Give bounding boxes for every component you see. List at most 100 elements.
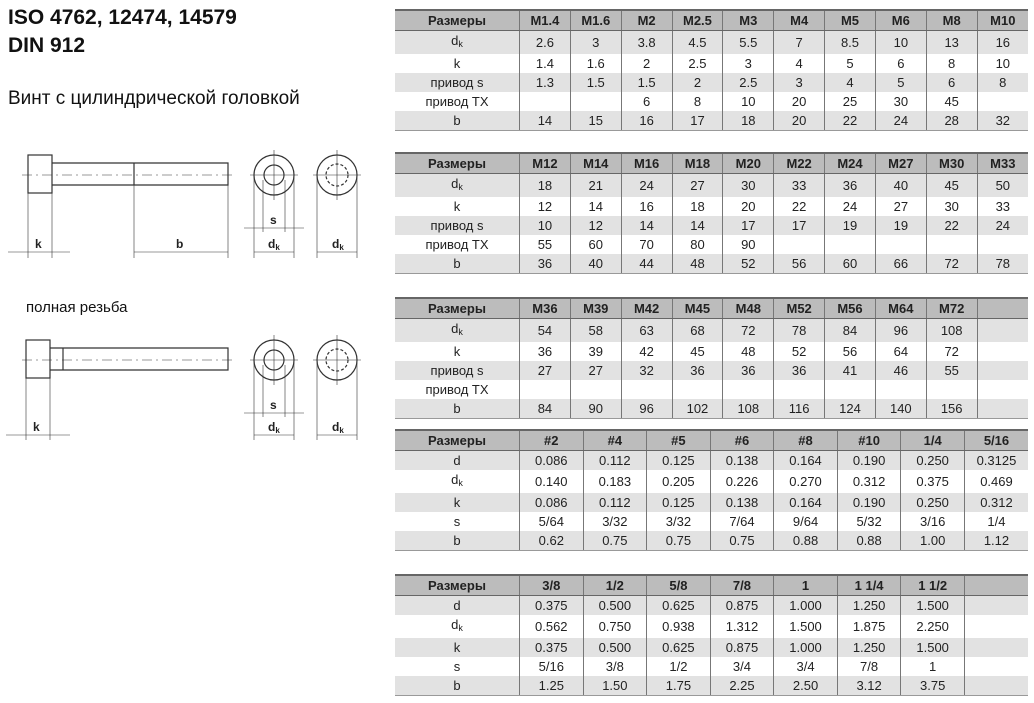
value-cell bbox=[519, 380, 571, 399]
value-cell: 19 bbox=[874, 216, 927, 235]
row-label-text: d bbox=[453, 453, 461, 468]
row-label-text: d bbox=[451, 472, 459, 487]
value-cell: 0.75 bbox=[709, 531, 774, 551]
header-cell: 1/4 bbox=[900, 429, 965, 451]
value-cell: 3 bbox=[773, 73, 825, 92]
value-cell: 32 bbox=[620, 361, 673, 380]
table-row: привод TX bbox=[395, 380, 1028, 399]
value-cell: 24 bbox=[824, 197, 876, 216]
value-cell bbox=[519, 92, 571, 111]
value-cell: 1.75 bbox=[646, 676, 711, 696]
value-cell: 63 bbox=[620, 318, 673, 342]
table-header-row: Размеры M1.4 M1.6 M2 M2.5 M3 M4 M5 M6 M8 M10 bbox=[395, 9, 1028, 31]
value-cell: 0.375 bbox=[900, 470, 965, 493]
header-cell: #10 bbox=[836, 429, 901, 451]
value-cell: 18 bbox=[519, 173, 571, 197]
header-cell: M52 bbox=[773, 297, 825, 319]
value-cell: 0.250 bbox=[900, 450, 965, 470]
header-cell bbox=[976, 297, 1028, 319]
table-row: привод s 1.3 1.5 1.5 2 2.5 3 4 5 6 8 bbox=[395, 73, 1028, 92]
value-cell: 2.5 bbox=[722, 73, 774, 92]
label-dk: dk bbox=[268, 237, 280, 252]
row-label-text: привод TX bbox=[425, 94, 489, 109]
value-cell: 3 bbox=[569, 30, 622, 54]
value-cell: 30 bbox=[925, 197, 978, 216]
value-cell: 84 bbox=[519, 399, 571, 419]
value-cell: 2.50 bbox=[773, 676, 838, 696]
value-cell: 1.875 bbox=[836, 615, 901, 638]
value-cell: 124 bbox=[824, 399, 876, 419]
header-cell: 1 bbox=[773, 574, 838, 596]
value-cell: 0.3125 bbox=[963, 450, 1028, 470]
value-cell: 14 bbox=[569, 197, 622, 216]
header-cell: 1/2 bbox=[582, 574, 647, 596]
value-cell: 9/64 bbox=[773, 512, 838, 531]
label-s: s bbox=[270, 213, 277, 227]
row-label: d bbox=[395, 450, 520, 470]
header-cell: M48 bbox=[722, 297, 774, 319]
row-label: b bbox=[395, 531, 520, 551]
value-cell: 0.75 bbox=[582, 531, 647, 551]
row-label-text: d bbox=[453, 598, 461, 613]
row-label: dk bbox=[395, 318, 520, 342]
hex-socket-end-view bbox=[244, 150, 304, 258]
value-cell: 24 bbox=[620, 173, 673, 197]
header-cell: M8 bbox=[925, 9, 978, 31]
value-cell: 1.250 bbox=[836, 595, 901, 615]
value-cell: 15 bbox=[569, 111, 622, 131]
value-cell: 50 bbox=[976, 173, 1028, 197]
dimensions-table-1: Размеры M1.4 M1.6 M2 M2.5 M3 M4 M5 M6 M8 M10 dk 2.6 3… bbox=[395, 9, 1028, 131]
value-cell: 3/4 bbox=[709, 657, 774, 676]
header-cell: M20 bbox=[722, 152, 774, 174]
row-label: привод s bbox=[395, 73, 520, 92]
header-cell: M2.5 bbox=[671, 9, 723, 31]
screw-side-view-full-thread bbox=[6, 339, 234, 440]
header-cell: M33 bbox=[976, 152, 1028, 174]
value-cell: 0.250 bbox=[900, 493, 965, 512]
value-cell: 3 bbox=[722, 54, 774, 73]
header-cell: M72 bbox=[925, 297, 978, 319]
table-row: d 0.086 0.112 0.125 0.138 0.164 0.190 0.250 0.31… bbox=[395, 450, 1028, 470]
value-cell: 72 bbox=[925, 342, 978, 361]
header-cell: M22 bbox=[773, 152, 825, 174]
row-label: привод s bbox=[395, 361, 520, 380]
table-row: b 14 15 16 17 18 20 22 24 28 32 bbox=[395, 111, 1028, 131]
value-cell: 40 bbox=[569, 254, 622, 274]
value-cell: 1.3 bbox=[519, 73, 571, 92]
table-row: dk 54 58 63 68 72 78 84 96 108 bbox=[395, 318, 1028, 342]
header-cell: M12 bbox=[519, 152, 571, 174]
value-cell: 7/64 bbox=[709, 512, 774, 531]
row-label-text: d bbox=[451, 321, 459, 336]
label-s: s bbox=[270, 398, 277, 412]
value-cell: 0.086 bbox=[519, 493, 584, 512]
value-cell: 14 bbox=[620, 216, 673, 235]
header-cell: M45 bbox=[671, 297, 723, 319]
value-cell: 3/16 bbox=[900, 512, 965, 531]
value-cell: 68 bbox=[671, 318, 723, 342]
torx-end-view bbox=[313, 150, 361, 258]
value-cell: 52 bbox=[722, 254, 774, 274]
value-cell: 36 bbox=[773, 361, 825, 380]
header-cell: 7/8 bbox=[709, 574, 774, 596]
value-cell: 140 bbox=[874, 399, 927, 419]
header-cell: M56 bbox=[824, 297, 876, 319]
row-label: s bbox=[395, 657, 520, 676]
value-cell: 5/32 bbox=[836, 512, 901, 531]
value-cell bbox=[773, 380, 825, 399]
value-cell bbox=[620, 380, 673, 399]
value-cell bbox=[976, 318, 1028, 342]
value-cell bbox=[824, 235, 876, 254]
value-cell: 20 bbox=[773, 92, 825, 111]
value-cell: 5 bbox=[824, 54, 876, 73]
row-label-text: привод s bbox=[430, 218, 484, 233]
value-cell: 1.4 bbox=[519, 54, 571, 73]
value-cell bbox=[925, 235, 978, 254]
value-cell bbox=[824, 380, 876, 399]
value-cell: 17 bbox=[722, 216, 774, 235]
value-cell: 45 bbox=[925, 173, 978, 197]
value-cell: 30 bbox=[722, 173, 774, 197]
value-cell: 2 bbox=[671, 73, 723, 92]
value-cell: 52 bbox=[773, 342, 825, 361]
value-cell: 27 bbox=[874, 197, 927, 216]
row-label: привод s bbox=[395, 216, 520, 235]
